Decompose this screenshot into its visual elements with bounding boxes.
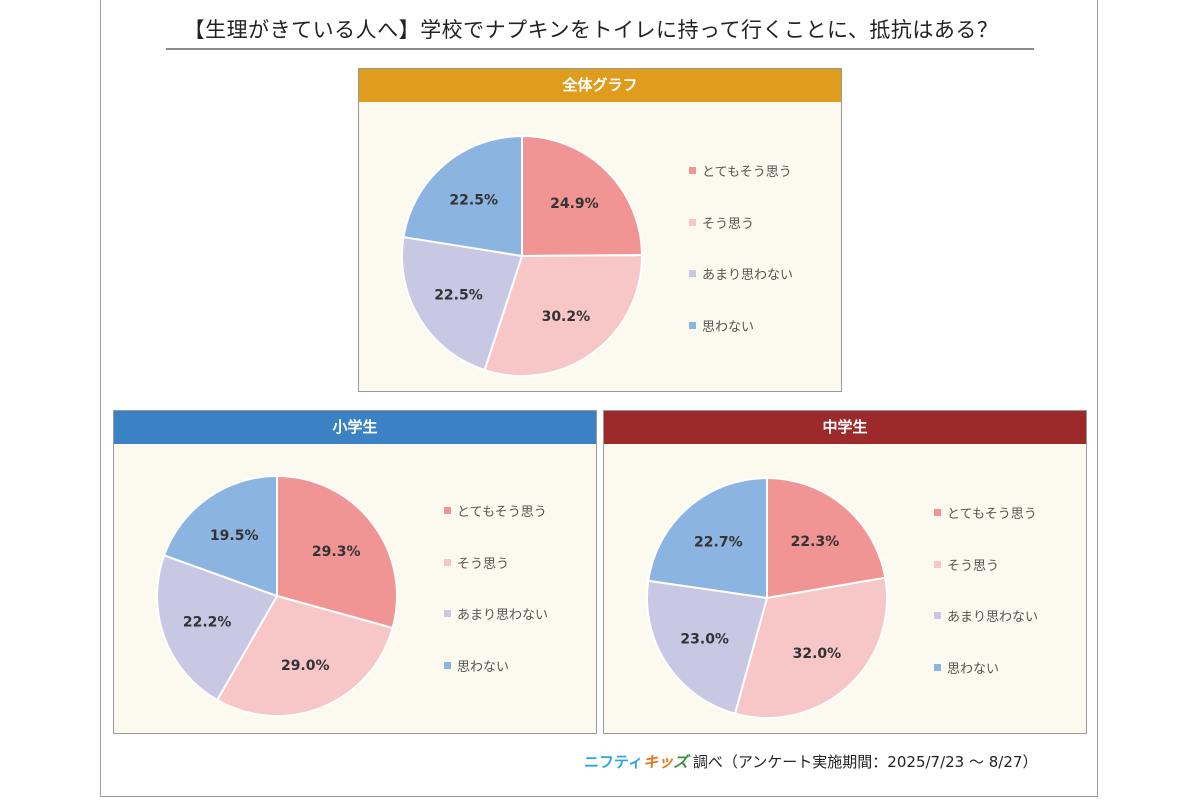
slice-value-label: 22.7%: [694, 535, 743, 551]
legend-swatch-icon: [689, 270, 696, 277]
slice-value-label: 23.0%: [680, 632, 729, 648]
legend-item: とてもそう思う: [689, 161, 793, 213]
slice-value-label: 22.5%: [449, 192, 498, 208]
pie-slice: [483, 254, 643, 377]
legend-swatch-icon: [444, 661, 451, 669]
pie-slice: [162, 474, 278, 598]
junior-high-chart-panel: 中学生 22.3% 32.0% 23.0% 22.7% とてもそう思う そう思うあまり思…: [603, 410, 1087, 734]
legend-item: あまり思わない: [689, 264, 793, 316]
legend-label: あまり思わない: [947, 610, 1039, 625]
elementary-pie-chart: 29.3% 29.0% 22.2% 19.5%: [156, 474, 398, 717]
legend-swatch-icon: [689, 167, 696, 174]
slice-value-label: 24.9%: [550, 196, 599, 212]
overall-legend: とてもそう思う そう思うあまり思わない 思わない: [689, 161, 793, 367]
legend-label: あまり思わない: [457, 608, 549, 623]
pie-slice: [733, 576, 888, 719]
title-underline: [166, 48, 1034, 50]
legend-label: そう思う: [457, 556, 510, 572]
brand-logo-kids-a: キッ: [643, 753, 674, 771]
slice-value-label: 30.2%: [542, 309, 591, 325]
elementary-chart-panel: 小学生 29.3% 29.0% 22.2% 19.5% とてもそう思う そう思うあまり思…: [113, 410, 597, 734]
overall-chart-header: 全体グラフ: [359, 69, 841, 102]
pie-slice: [156, 554, 279, 702]
legend-label: そう思う: [947, 558, 1000, 574]
legend-swatch-icon: [444, 610, 451, 617]
overall-pie-chart: 24.9% 30.2% 22.5% 22.5%: [401, 134, 644, 377]
brand-logo-kids-b: ズ: [673, 753, 689, 771]
pie-slice: [402, 134, 523, 258]
legend-swatch-icon: [689, 218, 696, 226]
legend-item: 思わない: [689, 316, 793, 368]
legend-item: あまり思わない: [934, 606, 1038, 658]
legend-swatch-icon: [934, 509, 941, 516]
legend-swatch-icon: [934, 560, 941, 568]
slice-value-label: 19.5%: [210, 528, 259, 544]
junior-high-chart-header: 中学生: [604, 411, 1086, 444]
pie-slice: [521, 134, 644, 258]
legend-label: 思わない: [947, 661, 1000, 677]
legend-swatch-icon: [444, 558, 451, 566]
legend-item: あまり思わない: [444, 604, 548, 656]
legend-item: 思わない: [444, 656, 548, 708]
legend-item: とてもそう思う: [444, 501, 548, 553]
legend-swatch-icon: [934, 663, 941, 671]
pie-slice: [647, 476, 768, 600]
elementary-legend: とてもそう思う そう思うあまり思わない 思わない: [444, 501, 548, 707]
page-title: 【生理がきている人へ】学校でナプキンをトイレに持って行くことに、抵抗はある？: [183, 18, 999, 42]
legend-item: とてもそう思う: [934, 503, 1038, 555]
legend-item: そう思う: [689, 213, 793, 265]
slice-value-label: 32.0%: [793, 646, 842, 662]
legend-label: とてもそう思う: [457, 505, 547, 520]
pie-slice: [766, 476, 887, 600]
slice-value-label: 22.3%: [791, 534, 840, 550]
legend-swatch-icon: [934, 612, 941, 619]
elementary-chart-header: 小学生: [114, 411, 596, 444]
slice-value-label: 22.5%: [434, 288, 483, 304]
pie-slice: [215, 594, 394, 717]
legend-item: そう思う: [934, 555, 1038, 607]
overall-chart-panel: 全体グラフ 24.9% 30.2% 22.5% 22.5% とてもそう思う そう思うあま…: [358, 68, 842, 392]
brand-logo-nifty: ニフティ: [584, 753, 644, 771]
pie-slice: [646, 579, 769, 715]
slice-value-label: 29.0%: [281, 658, 330, 674]
junior-high-pie-chart: 22.3% 32.0% 23.0% 22.7%: [646, 476, 888, 719]
legend-swatch-icon: [689, 321, 696, 329]
pie-slice: [401, 235, 524, 372]
legend-label: そう思う: [702, 216, 755, 232]
slice-value-label: 29.3%: [312, 544, 361, 560]
slice-value-label: 22.2%: [183, 615, 232, 631]
survey-period-text: 調べ（アンケート実施期間：2025/7/23 ～ 8/27）: [688, 753, 1038, 771]
source-footer: ニフティキッズ 調べ（アンケート実施期間：2025/7/23 ～ 8/27）: [584, 751, 1037, 772]
legend-item: そう思う: [444, 553, 548, 605]
legend-label: 思わない: [702, 319, 755, 335]
legend-label: 思わない: [457, 659, 510, 675]
legend-label: とてもそう思う: [947, 507, 1037, 522]
legend-label: とてもそう思う: [702, 165, 792, 180]
pie-slice: [276, 474, 398, 630]
legend-swatch-icon: [444, 507, 451, 514]
legend-label: あまり思わない: [702, 268, 794, 283]
junior-high-legend: とてもそう思う そう思うあまり思わない 思わない: [934, 503, 1038, 709]
legend-item: 思わない: [934, 658, 1038, 710]
